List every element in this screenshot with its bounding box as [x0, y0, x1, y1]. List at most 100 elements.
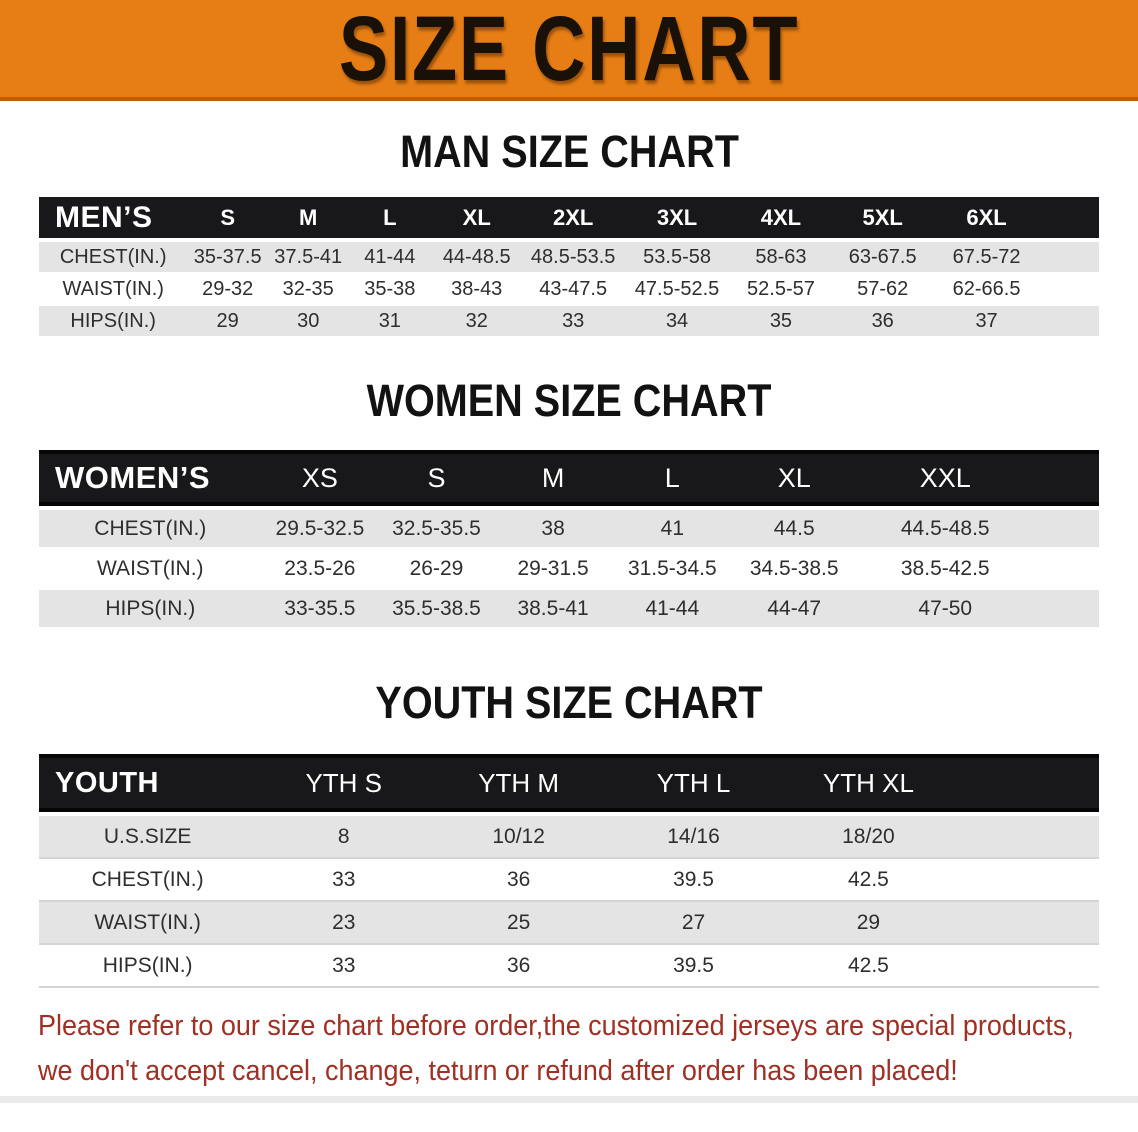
size-value-cell: 42.5 — [780, 945, 956, 988]
size-value-cell: 41-44 — [611, 590, 734, 630]
size-value-cell: 23.5-26 — [261, 550, 379, 590]
youth-size-chart-section: YOUTH SIZE CHART YOUTH YTH S YTH M YTH L YTH… — [0, 678, 1138, 988]
size-value-cell: 29-32 — [187, 274, 268, 306]
women-size-chart-section: WOMEN SIZE CHART WOMEN’S XS S M L XL XXL CHEST(… — [0, 376, 1138, 630]
row-label: WAIST(IN.) — [39, 902, 257, 945]
size-column-header: YTH XL — [780, 754, 956, 816]
filler-cell — [1035, 590, 1099, 630]
table-corner-label: WOMEN’S — [39, 450, 262, 510]
size-value-cell: 39.5 — [606, 859, 781, 902]
table-row: WAIST(IN.) 29-32 32-35 35-38 38-43 43-47.5 47.… — [39, 274, 1099, 306]
size-value-cell: 33-35.5 — [261, 590, 379, 630]
row-label: CHEST(IN.) — [39, 242, 188, 274]
size-value-cell: 34.5-38.5 — [733, 550, 856, 590]
size-value-cell: 32.5-35.5 — [378, 510, 495, 550]
size-value-cell: 38-43 — [431, 274, 523, 306]
size-value-cell: 8 — [256, 816, 432, 859]
row-label: HIPS(IN.) — [39, 306, 188, 338]
size-table-header-row: MEN’S S M L XL 2XL 3XL 4XL 5XL 6XL — [39, 197, 1099, 242]
table-row: HIPS(IN.) 33 36 39.5 42.5 — [39, 945, 1099, 988]
table-row: WAIST(IN.) 23 25 27 29 — [39, 902, 1099, 945]
table-row: CHEST(IN.) 29.5-32.5 32.5-35.5 38 41 44.5 44.5… — [39, 510, 1099, 550]
footer-line-2: we don't accept cancel, change, teturn o… — [38, 1055, 958, 1087]
size-column-header: 4XL — [730, 197, 832, 242]
table-row: U.S.SIZE 8 10/12 14/16 18/20 — [39, 816, 1099, 859]
size-value-cell: 31 — [348, 306, 432, 338]
size-column-header: M — [267, 197, 349, 242]
filler-cell — [1035, 450, 1099, 510]
filler-cell — [955, 902, 1099, 945]
size-column-header: YTH S — [256, 754, 432, 816]
filler-cell — [955, 945, 1099, 988]
footer-note: Please refer to our size chart before or… — [38, 1004, 1138, 1094]
size-value-cell: 35-37.5 — [187, 242, 268, 274]
size-column-header: XS — [261, 450, 379, 510]
man-chart-heading-text: MAN SIZE CHART — [399, 126, 739, 177]
size-value-cell: 27 — [606, 902, 781, 945]
size-value-cell: 38.5-42.5 — [855, 550, 1036, 590]
size-value-cell: 25 — [431, 902, 607, 945]
size-value-cell: 43-47.5 — [522, 274, 625, 306]
size-value-cell: 29 — [187, 306, 268, 338]
size-value-cell: 29-31.5 — [494, 550, 612, 590]
size-column-header: M — [494, 450, 612, 510]
table-corner-label: MEN’S — [39, 197, 188, 242]
row-label: CHEST(IN.) — [39, 510, 262, 550]
size-column-header: S — [378, 450, 495, 510]
size-value-cell: 36 — [831, 306, 934, 338]
size-column-header: 5XL — [831, 197, 934, 242]
size-column-header: S — [187, 197, 268, 242]
filler-cell — [955, 754, 1099, 816]
size-value-cell: 52.5-57 — [730, 274, 832, 306]
size-value-cell: 33 — [522, 306, 625, 338]
size-value-cell: 38 — [494, 510, 612, 550]
youth-chart-heading: YOUTH SIZE CHART — [0, 678, 1138, 728]
filler-cell — [1039, 274, 1099, 306]
size-column-header: 3XL — [624, 197, 731, 242]
size-value-cell: 30 — [267, 306, 349, 338]
size-value-cell: 23 — [256, 902, 432, 945]
size-value-cell: 14/16 — [606, 816, 781, 859]
size-value-cell: 32 — [431, 306, 523, 338]
banner-title: SIZE CHART — [338, 0, 800, 100]
size-value-cell: 38.5-41 — [494, 590, 612, 630]
size-table-header-row: YOUTH YTH S YTH M YTH L YTH XL — [39, 754, 1099, 816]
row-label: WAIST(IN.) — [39, 274, 188, 306]
bottom-strip — [0, 1096, 1138, 1103]
filler-cell — [955, 859, 1099, 902]
filler-cell — [1035, 550, 1099, 590]
table-corner-label: YOUTH — [39, 754, 257, 816]
women-chart-heading-text: WOMEN SIZE CHART — [366, 375, 772, 426]
row-label: WAIST(IN.) — [39, 550, 262, 590]
filler-cell — [1039, 306, 1099, 338]
size-value-cell: 35.5-38.5 — [378, 590, 495, 630]
size-value-cell: 67.5-72 — [933, 242, 1040, 274]
youth-chart-heading-text: YOUTH SIZE CHART — [375, 677, 763, 728]
size-value-cell: 29.5-32.5 — [261, 510, 379, 550]
filler-cell — [1039, 242, 1099, 274]
table-row: CHEST(IN.) 33 36 39.5 42.5 — [39, 859, 1099, 902]
size-value-cell: 62-66.5 — [933, 274, 1040, 306]
size-value-cell: 42.5 — [780, 859, 956, 902]
table-row: WAIST(IN.) 23.5-26 26-29 29-31.5 31.5-34.5 34… — [39, 550, 1099, 590]
size-value-cell: 29 — [780, 902, 956, 945]
size-value-cell: 44-48.5 — [431, 242, 523, 274]
size-column-header: 6XL — [933, 197, 1040, 242]
man-size-chart-section: MAN SIZE CHART MEN’S S M L XL 2XL 3XL 4XL 5XL 6XL… — [0, 127, 1138, 338]
size-chart-banner: SIZE CHART — [0, 0, 1138, 101]
size-value-cell: 32-35 — [267, 274, 349, 306]
filler-cell — [1035, 510, 1099, 550]
filler-cell — [1039, 197, 1099, 242]
mens-size-table: MEN’S S M L XL 2XL 3XL 4XL 5XL 6XL CHEST(IN.) 35-37… — [39, 197, 1099, 338]
size-value-cell: 35-38 — [348, 274, 432, 306]
size-column-header: XXL — [855, 450, 1036, 510]
women-chart-heading: WOMEN SIZE CHART — [0, 376, 1138, 426]
size-value-cell: 41 — [611, 510, 734, 550]
row-label: HIPS(IN.) — [39, 590, 262, 630]
filler-cell — [955, 816, 1099, 859]
size-value-cell: 48.5-53.5 — [522, 242, 625, 274]
size-value-cell: 33 — [256, 859, 432, 902]
footer-line-1: Please refer to our size chart before or… — [38, 1010, 1074, 1042]
size-value-cell: 47-50 — [855, 590, 1036, 630]
size-value-cell: 44.5-48.5 — [855, 510, 1036, 550]
